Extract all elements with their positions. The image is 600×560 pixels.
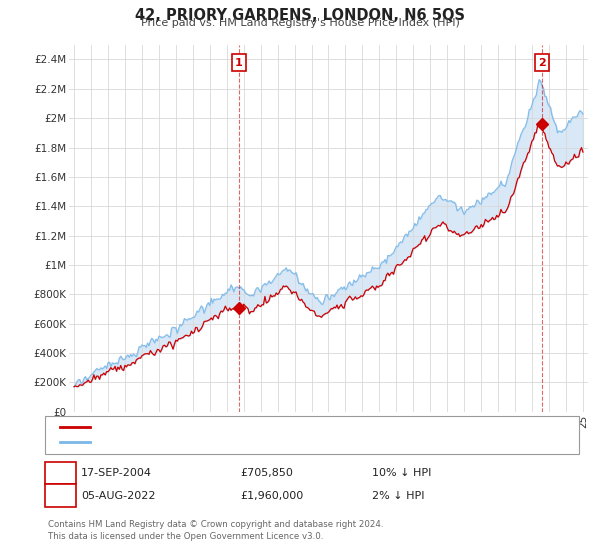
Text: 2: 2	[57, 491, 64, 501]
Text: 05-AUG-2022: 05-AUG-2022	[81, 491, 155, 501]
Text: £705,850: £705,850	[240, 468, 293, 478]
Text: 1: 1	[235, 58, 243, 68]
Text: Contains HM Land Registry data © Crown copyright and database right 2024.
This d: Contains HM Land Registry data © Crown c…	[48, 520, 383, 541]
Text: 17-SEP-2004: 17-SEP-2004	[81, 468, 152, 478]
Text: 42, PRIORY GARDENS, LONDON, N6 5QS (detached house): 42, PRIORY GARDENS, LONDON, N6 5QS (deta…	[96, 422, 400, 432]
Text: Price paid vs. HM Land Registry's House Price Index (HPI): Price paid vs. HM Land Registry's House …	[140, 18, 460, 28]
Text: 1: 1	[57, 468, 64, 478]
Text: 2% ↓ HPI: 2% ↓ HPI	[372, 491, 425, 501]
Text: 42, PRIORY GARDENS, LONDON, N6 5QS: 42, PRIORY GARDENS, LONDON, N6 5QS	[135, 8, 465, 24]
Text: HPI: Average price, detached house, Haringey: HPI: Average price, detached house, Hari…	[96, 437, 336, 447]
Text: 2: 2	[538, 58, 546, 68]
Text: £1,960,000: £1,960,000	[240, 491, 303, 501]
Text: 10% ↓ HPI: 10% ↓ HPI	[372, 468, 431, 478]
